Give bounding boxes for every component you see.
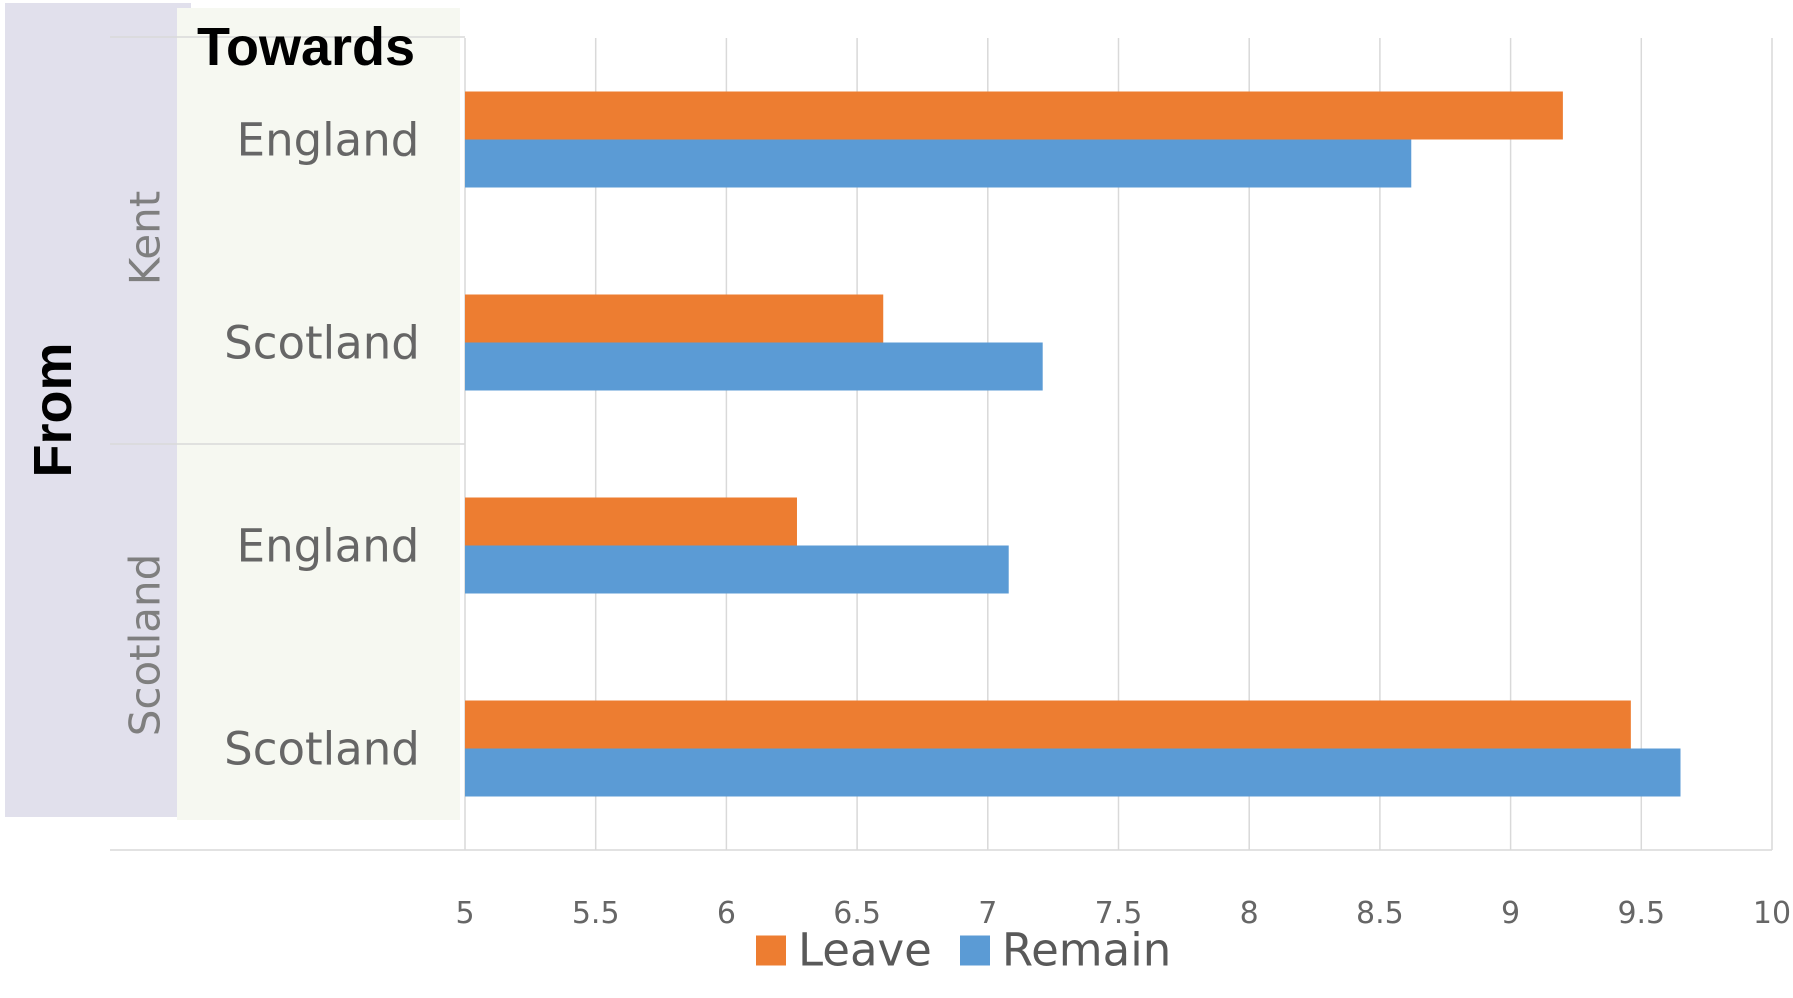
x-tick-label-3: 6.5 (833, 896, 881, 931)
bar-remain-0 (465, 139, 1412, 188)
legend-item-leave: Leave (756, 924, 932, 977)
category-label-scotland-england: England (236, 519, 420, 573)
x-tick-label-0: 5 (455, 896, 475, 931)
legend-label-leave: Leave (798, 923, 932, 977)
category-label-scotland-scotland: Scotland (224, 722, 420, 776)
category-label-kent-england: England (236, 113, 420, 167)
group-label-scotland: Scotland (120, 553, 170, 737)
bar-leave-0 (465, 91, 1563, 140)
bar-leave-3 (465, 700, 1631, 749)
bar-remain-1 (465, 342, 1043, 391)
legend-swatch-leave (756, 935, 786, 965)
category-label-kent-scotland: Scotland (224, 316, 420, 370)
x-tick-label-8: 9 (1501, 896, 1521, 931)
towards-axis-title: Towards (197, 17, 416, 77)
legend-item-remain: Remain (959, 923, 1172, 977)
x-tick-label-9: 9.5 (1617, 896, 1666, 931)
legend-swatch-remain (959, 935, 990, 965)
x-tick-label-2: 6 (716, 896, 736, 931)
x-tick-label-5: 7.5 (1094, 896, 1143, 931)
legend: Leave Remain (756, 924, 1199, 977)
from-axis-title: From (23, 342, 83, 478)
x-tick-label-6: 8 (1239, 896, 1259, 931)
from-axis-band (5, 3, 191, 817)
legend-label-remain: Remain (1001, 923, 1172, 977)
bar-remain-3 (465, 748, 1681, 797)
towards-axis-band (177, 8, 460, 820)
x-tick-label-1: 5.5 (571, 896, 620, 931)
x-tick-label-10: 10 (1752, 896, 1792, 931)
bar-leave-1 (465, 294, 884, 343)
group-label-kent: Kent (120, 190, 170, 286)
bar-remain-2 (465, 545, 1009, 594)
x-tick-label-7: 8.5 (1356, 896, 1404, 931)
x-tick-label-4: 7 (978, 896, 998, 931)
bar-leave-2 (465, 497, 797, 546)
